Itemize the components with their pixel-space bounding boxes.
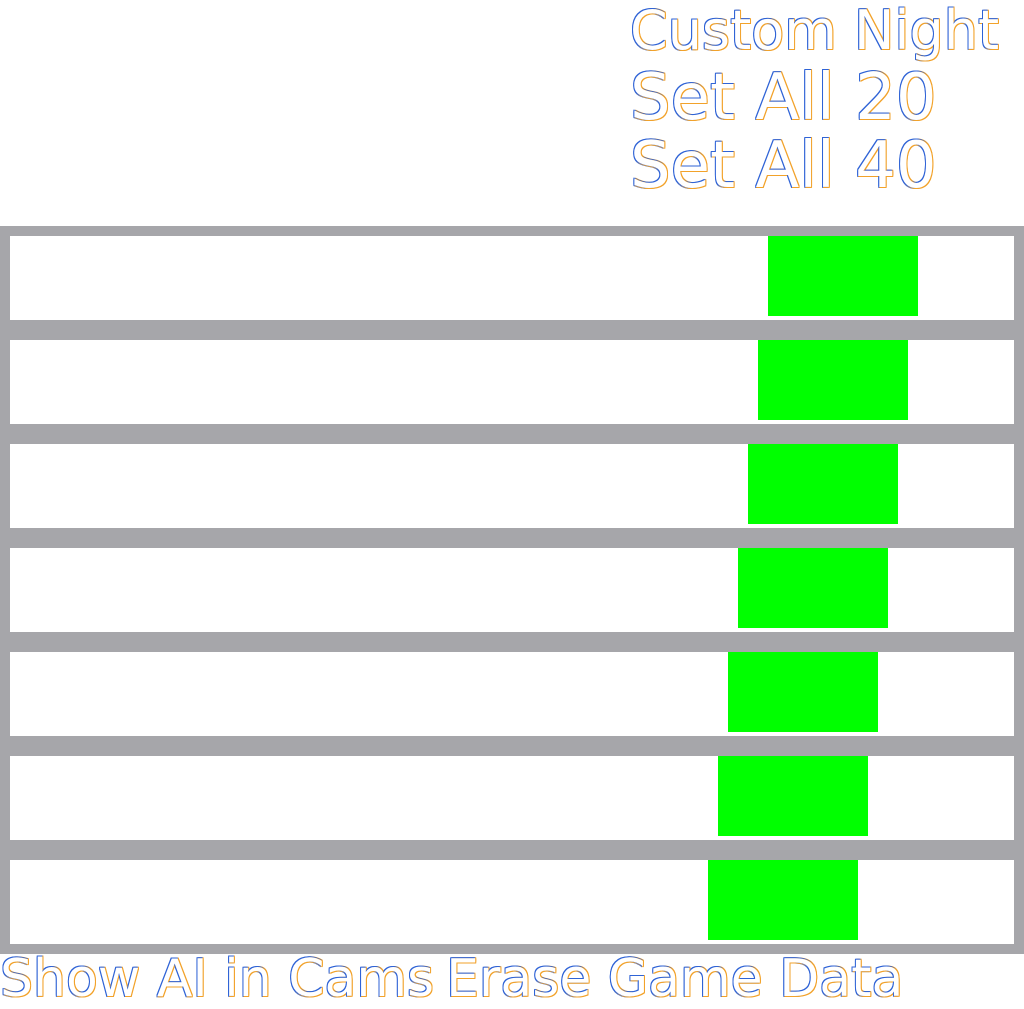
slider-handle[interactable]	[758, 340, 908, 420]
set-all-20-button[interactable]: Set All 20	[630, 61, 937, 135]
ai-level-slider[interactable]	[0, 434, 1024, 538]
ai-level-slider[interactable]	[0, 746, 1024, 850]
ai-level-slider[interactable]	[0, 850, 1024, 954]
bottom-menu: Show AI in Cams Erase Game Data	[0, 952, 915, 1006]
slider-handle[interactable]	[748, 444, 898, 524]
show-ai-in-cams-button[interactable]: Show AI in Cams	[0, 949, 435, 1009]
ai-level-slider[interactable]	[0, 642, 1024, 746]
custom-night-title: Custom Night	[630, 0, 1000, 62]
erase-game-data-button[interactable]: Erase Game Data	[446, 949, 904, 1009]
slider-handle[interactable]	[718, 756, 868, 836]
slider-handle[interactable]	[738, 548, 888, 628]
ai-level-slider[interactable]	[0, 226, 1024, 330]
slider-handle[interactable]	[728, 652, 878, 732]
slider-handle[interactable]	[708, 860, 858, 940]
ai-level-slider[interactable]	[0, 538, 1024, 642]
ai-level-slider[interactable]	[0, 330, 1024, 434]
slider-handle[interactable]	[768, 236, 918, 316]
ai-level-sliders	[0, 226, 1024, 954]
set-all-40-button[interactable]: Set All 40	[630, 129, 937, 203]
